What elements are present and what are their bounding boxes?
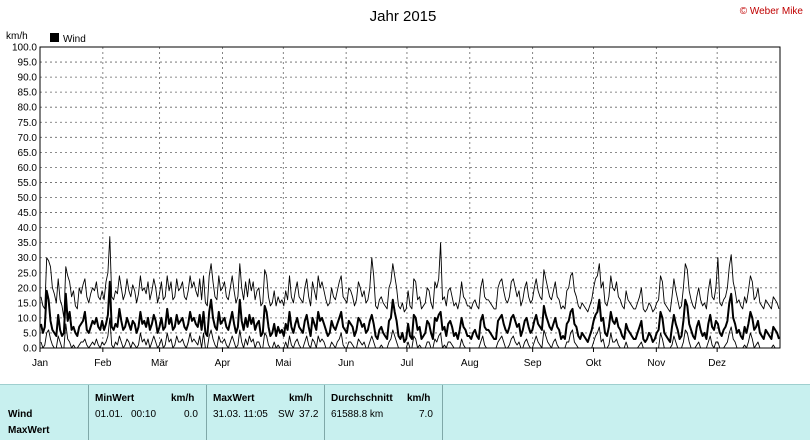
x-axis-ticks: Jan Feb Mär Apr Mai Jun Jul Aug Sep Okt Nov Dez — [32, 348, 726, 369]
series-line-wind — [40, 280, 780, 343]
x-tick-label: Mai — [275, 358, 291, 369]
x-tick-label: Feb — [94, 358, 112, 369]
plot-frame — [39, 46, 781, 349]
y-tick-label: 55.0 — [18, 178, 38, 189]
y-tick-label: 5.0 — [23, 328, 37, 339]
y-tick-label: 0.0 — [23, 344, 37, 355]
y-tick-label: 35.0 — [18, 238, 38, 249]
series-lines — [40, 236, 780, 349]
y-tick-label: 45.0 — [18, 208, 38, 219]
y-axis-unit: km/h — [6, 31, 28, 42]
x-tick-label: Jan — [32, 358, 48, 369]
max-cell: MaxWert km/h 31.03. 11:05 SW 37.2 — [206, 385, 325, 440]
y-tick-label: 100.0 — [12, 43, 37, 54]
x-tick-label: Apr — [215, 358, 231, 369]
x-tick-label: Nov — [647, 358, 665, 369]
x-tick-label: Jul — [401, 358, 414, 369]
series-line-maxwert — [40, 236, 780, 319]
y-tick-label: 40.0 — [18, 223, 38, 234]
y-tick-label: 25.0 — [18, 268, 38, 279]
avg-distance: 61588.8 km — [331, 409, 384, 420]
min-unit: km/h — [171, 393, 195, 404]
avg-value: 7.0 — [419, 409, 433, 420]
y-tick-label: 75.0 — [18, 118, 38, 129]
max-unit: km/h — [289, 393, 313, 404]
y-axis-ticks: 0.0 5.0 10.0 15.0 20.0 25.0 30.0 35.0 40.0 45.0 50… — [12, 43, 37, 355]
y-tick-label: 20.0 — [18, 283, 38, 294]
row-label-wind: Wind — [8, 409, 33, 420]
y-tick-label: 15.0 — [18, 298, 38, 309]
x-tick-label: Okt — [586, 358, 602, 369]
y-tick-label: 80.0 — [18, 103, 38, 114]
y-tick-label: 30.0 — [18, 253, 38, 264]
grid — [40, 47, 780, 348]
avg-header: Durchschnitt — [331, 393, 393, 404]
max-datetime: 31.03. 11:05 — [213, 409, 268, 420]
y-tick-label: 65.0 — [18, 148, 38, 159]
avg-cell: Durchschnitt km/h 61588.8 km 7.0 — [324, 385, 443, 440]
max-direction: SW — [278, 409, 295, 420]
x-tick-label: Dez — [708, 358, 726, 369]
credit-text: © Weber Mike — [740, 6, 804, 17]
row-label-maxwert: MaxWert — [8, 425, 50, 436]
x-tick-label: Jun — [338, 358, 354, 369]
y-tick-label: 10.0 — [18, 313, 38, 324]
y-tick-label: 50.0 — [18, 193, 38, 204]
x-tick-label: Mär — [151, 358, 169, 369]
avg-unit: km/h — [407, 393, 431, 404]
min-time: 00:10 — [131, 409, 157, 420]
max-value: 37.2 — [299, 409, 319, 420]
y-tick-label: 60.0 — [18, 163, 38, 174]
min-header: MinWert — [95, 393, 135, 404]
y-tick-label: 70.0 — [18, 133, 38, 144]
chart-title: Jahr 2015 — [370, 8, 437, 25]
wind-year-chart: Jahr 2015 © Weber Mike km/h Wind 0.0 5.0 1… — [6, 6, 804, 369]
y-tick-label: 95.0 — [18, 58, 38, 69]
x-tick-label: Aug — [461, 358, 479, 369]
y-tick-label: 85.0 — [18, 88, 38, 99]
legend-swatch — [50, 33, 59, 42]
min-date: 01.01. — [95, 409, 123, 420]
stats-panel: Wind MaxWert MinWert km/h 01.01. 00:10 0… — [0, 384, 810, 440]
min-value: 0.0 — [184, 409, 198, 420]
min-cell: MinWert km/h 01.01. 00:10 0.0 — [88, 385, 207, 440]
y-tick-label: 90.0 — [18, 73, 38, 84]
max-header: MaxWert — [213, 393, 255, 404]
legend-label: Wind — [63, 34, 86, 45]
x-tick-label: Sep — [524, 358, 542, 369]
